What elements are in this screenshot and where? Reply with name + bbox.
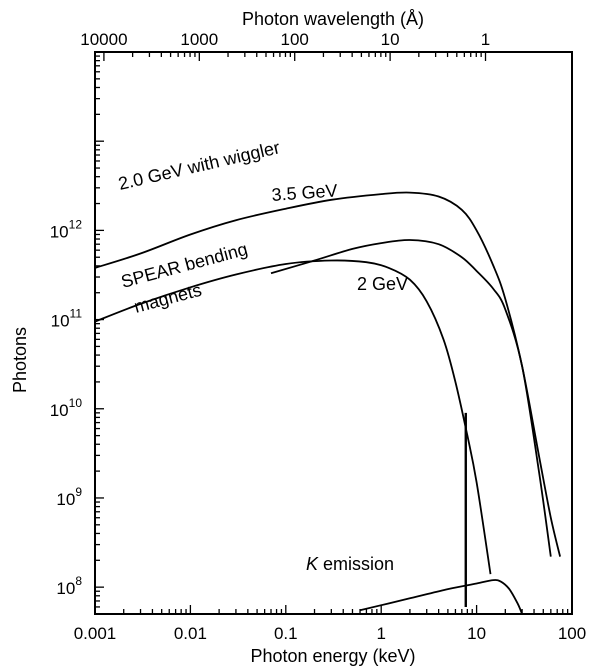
- y-tick-label: 1010: [50, 396, 83, 420]
- y-tick-label: 1012: [50, 217, 83, 241]
- y-tick-exponent: 9: [75, 485, 82, 499]
- y-tick-base: 10: [51, 312, 70, 331]
- top-tick-label: 1: [481, 30, 490, 49]
- y-tick-label: 109: [56, 485, 82, 509]
- y-tick-exponent: 12: [69, 217, 83, 231]
- series-wiggler-2gev: [94, 191, 561, 557]
- series-k-emission: [359, 579, 523, 615]
- label-3-5-gev: 3.5 GeV: [271, 180, 338, 205]
- label-k-emission: K emission: [306, 554, 394, 574]
- x-tick-label: 10: [467, 624, 486, 643]
- series-3-5gev: [270, 239, 552, 557]
- label-wiggler: 2.0 GeV with wiggler: [116, 137, 281, 194]
- y-tick-base: 10: [56, 579, 75, 598]
- y-tick-base: 10: [56, 490, 75, 509]
- x-tick-label: 0.001: [74, 624, 117, 643]
- data-series: [94, 191, 561, 615]
- y-tick-base: 10: [50, 401, 69, 420]
- top-axis-title: Photon wavelength (Å): [242, 9, 424, 29]
- axis-ticks: [94, 52, 569, 615]
- top-tick-label: 10: [381, 30, 400, 49]
- y-tick-exponent: 10: [69, 396, 83, 410]
- label-2-gev: 2 GeV: [357, 274, 408, 294]
- x-axis-title: Photon energy (keV): [250, 646, 415, 666]
- top-tick-label: 10000: [80, 30, 127, 49]
- x-tick-label: 1: [376, 624, 385, 643]
- plot-frame: [94, 51, 573, 615]
- y-tick-exponent: 11: [70, 307, 83, 321]
- x-tick-label: 0.1: [274, 624, 298, 643]
- top-tick-label: 1000: [180, 30, 218, 49]
- top-tick-label: 100: [281, 30, 309, 49]
- label-k-emission-italic: K: [306, 554, 319, 574]
- x-tick-label: 100: [558, 624, 586, 643]
- y-tick-label: 108: [56, 574, 82, 598]
- axis-tick-labels: 0.001 0.01 0.1 1 10 1001081091010101110121000…: [50, 30, 586, 643]
- x-tick-label: 0.01: [174, 624, 207, 643]
- y-axis-title: Photons: [10, 327, 30, 393]
- label-k-emission-rest: emission: [318, 554, 394, 574]
- y-tick-base: 10: [50, 222, 69, 241]
- y-tick-label: 1011: [51, 307, 83, 331]
- y-tick-exponent: 8: [75, 574, 82, 588]
